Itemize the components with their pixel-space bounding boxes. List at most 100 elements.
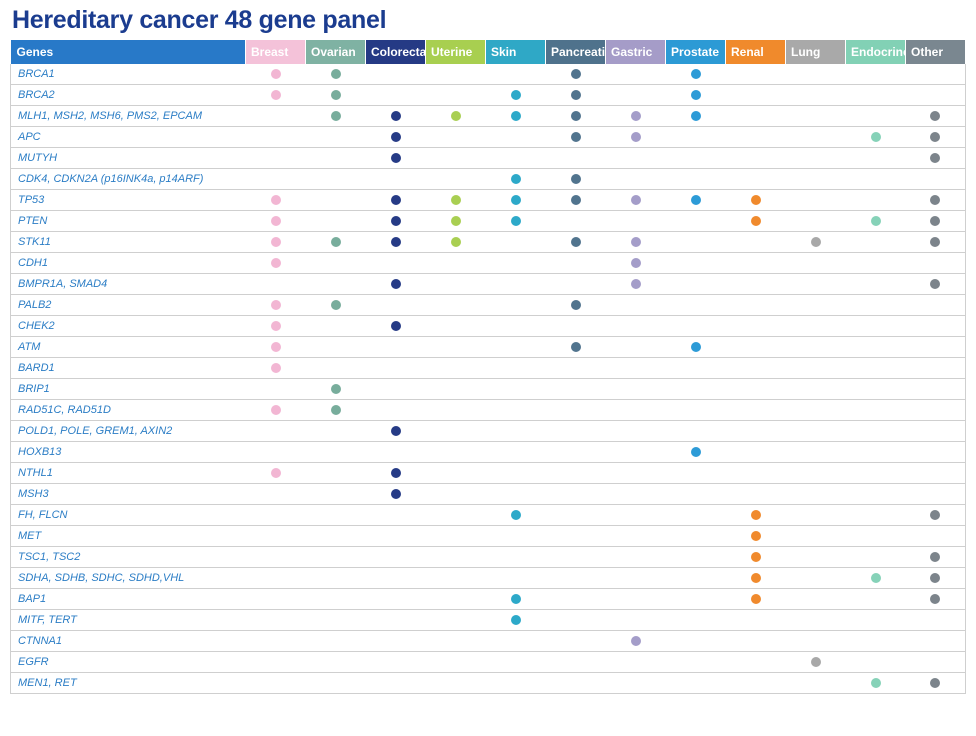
cell-endocrine (845, 399, 906, 421)
association-dot-icon (630, 257, 641, 268)
gene-name: TP53 (10, 189, 246, 211)
association-dot-icon (270, 341, 281, 352)
cell-gastric (605, 84, 666, 106)
gene-name: CTNNA1 (10, 630, 246, 652)
association-dot-icon (450, 215, 461, 226)
cell-endocrine (845, 126, 906, 148)
cell-skin (485, 609, 546, 631)
gene-name: NTHL1 (10, 462, 246, 484)
cell-gastric (605, 147, 666, 169)
cell-endocrine (845, 651, 906, 673)
cell-prostate (665, 630, 726, 652)
cell-pancreatic (545, 504, 606, 526)
column-header-prostate: Prostate (665, 40, 726, 64)
cell-endocrine (845, 189, 906, 211)
cell-breast (245, 609, 306, 631)
cell-prostate (665, 210, 726, 232)
association-dot-icon (270, 257, 281, 268)
table-row: POLD1, POLE, GREM1, AXIN2 (10, 420, 966, 442)
cell-pancreatic (545, 567, 606, 589)
cell-breast (245, 147, 306, 169)
cell-breast (245, 378, 306, 400)
table-header-row: Genes Breast Ovarian Colorectal Uterine Skin… (10, 40, 966, 64)
cell-skin (485, 294, 546, 316)
table-row: HOXB13 (10, 441, 966, 463)
association-dot-icon (690, 194, 701, 205)
cell-lung (785, 588, 846, 610)
column-header-skin: Skin (485, 40, 546, 64)
association-dot-icon (450, 236, 461, 247)
cell-renal (725, 588, 786, 610)
cell-lung (785, 651, 846, 673)
cell-lung (785, 168, 846, 190)
cell-ovarian (305, 168, 366, 190)
cell-other (905, 252, 966, 274)
gene-name: TSC1, TSC2 (10, 546, 246, 568)
cell-breast (245, 273, 306, 295)
cell-colorectal (365, 357, 426, 379)
gene-name: RAD51C, RAD51D (10, 399, 246, 421)
cell-gastric (605, 252, 666, 274)
cell-prostate (665, 504, 726, 526)
cell-skin (485, 483, 546, 505)
cell-colorectal (365, 378, 426, 400)
cell-breast (245, 126, 306, 148)
cell-endocrine (845, 168, 906, 190)
gene-name: CHEK2 (10, 315, 246, 337)
cell-other (905, 462, 966, 484)
cell-lung (785, 84, 846, 106)
cell-ovarian (305, 441, 366, 463)
cell-lung (785, 420, 846, 442)
cell-skin (485, 105, 546, 127)
cell-ovarian (305, 609, 366, 631)
association-dot-icon (330, 110, 341, 121)
association-dot-icon (870, 215, 881, 226)
association-dot-icon (810, 656, 821, 667)
gene-name: MSH3 (10, 483, 246, 505)
cell-renal (725, 462, 786, 484)
cell-colorectal (365, 231, 426, 253)
cell-uterine (425, 84, 486, 106)
cell-colorectal (365, 525, 426, 547)
association-dot-icon (270, 299, 281, 310)
cell-skin (485, 378, 546, 400)
cell-renal (725, 399, 786, 421)
cell-breast (245, 651, 306, 673)
table-row: BAP1 (10, 588, 966, 610)
cell-lung (785, 672, 846, 694)
cell-other (905, 189, 966, 211)
cell-prostate (665, 609, 726, 631)
cell-gastric (605, 210, 666, 232)
table-row: BMPR1A, SMAD4 (10, 273, 966, 295)
cell-ovarian (305, 525, 366, 547)
cell-lung (785, 336, 846, 358)
cell-breast (245, 399, 306, 421)
cell-colorectal (365, 567, 426, 589)
association-dot-icon (930, 509, 941, 520)
cell-pancreatic (545, 84, 606, 106)
association-dot-icon (510, 593, 521, 604)
cell-pancreatic (545, 168, 606, 190)
table-row: RAD51C, RAD51D (10, 399, 966, 421)
cell-renal (725, 126, 786, 148)
cell-other (905, 336, 966, 358)
genes-column-header: Genes (10, 40, 246, 64)
cell-uterine (425, 315, 486, 337)
gene-name: BRCA2 (10, 84, 246, 106)
cell-ovarian (305, 294, 366, 316)
association-dot-icon (690, 89, 701, 100)
cell-lung (785, 147, 846, 169)
association-dot-icon (690, 110, 701, 121)
gene-name: MITF, TERT (10, 609, 246, 631)
association-dot-icon (750, 593, 761, 604)
cell-breast (245, 504, 306, 526)
cell-ovarian (305, 504, 366, 526)
association-dot-icon (750, 509, 761, 520)
cell-pancreatic (545, 231, 606, 253)
gene-name: SDHA, SDHB, SDHC, SDHD,VHL (10, 567, 246, 589)
cell-endocrine (845, 64, 906, 85)
cell-renal (725, 189, 786, 211)
table-row: PTEN (10, 210, 966, 232)
cell-colorectal (365, 672, 426, 694)
cell-prostate (665, 294, 726, 316)
